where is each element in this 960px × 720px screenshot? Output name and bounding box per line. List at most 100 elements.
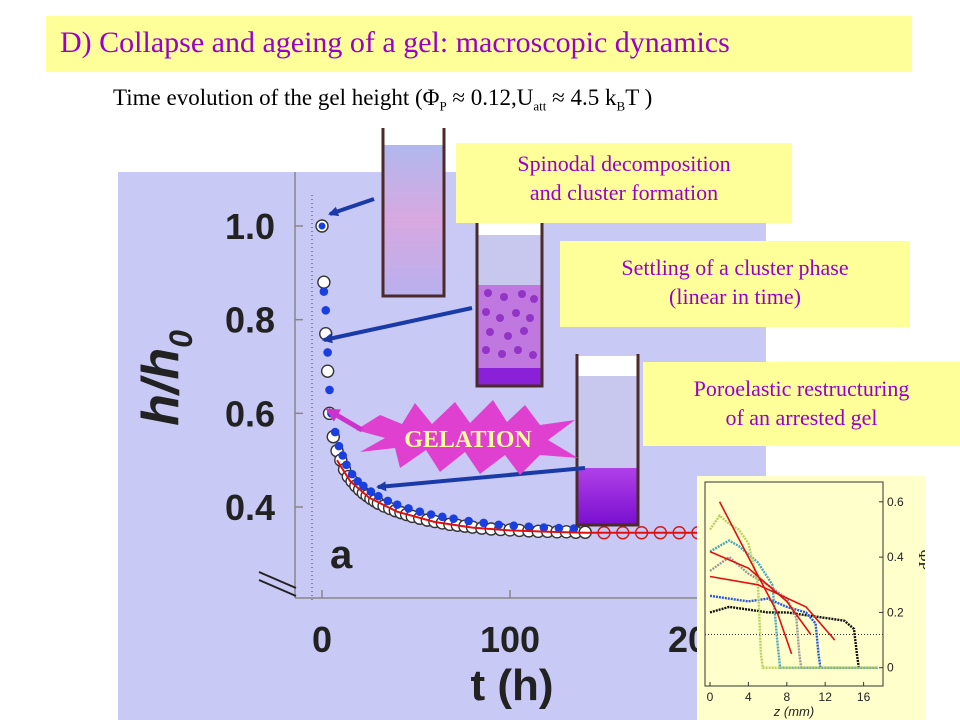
data-point-filled [359, 481, 368, 491]
inset-fits [709, 501, 836, 655]
inset-x-tick-label: 4 [745, 690, 752, 704]
inset-x-tick-label: 0 [707, 690, 714, 704]
cluster-speck [498, 350, 506, 358]
callout-settling: Settling of a cluster phase (linear in t… [560, 241, 910, 327]
inset-y-label: ΦP [915, 550, 925, 571]
data-point-filled [374, 491, 383, 501]
cluster-speck [500, 293, 508, 301]
inset-profiles [709, 513, 878, 669]
panel-label: a [330, 533, 353, 577]
data-point-filled [392, 500, 402, 509]
data-point-filled [325, 385, 334, 395]
inset-x-label: z (mm) [773, 704, 814, 719]
x-tick-label: 100 [480, 619, 540, 660]
data-point-filled [323, 348, 332, 357]
cluster-speck [526, 314, 534, 322]
inset-x-tick-label: 8 [783, 690, 790, 704]
cluster-speck [482, 346, 490, 354]
data-point-filled [347, 469, 357, 479]
cuvette-spinodal [381, 128, 446, 298]
cluster-speck [482, 308, 490, 316]
cuvette-poroelastic [575, 354, 640, 527]
data-point-filled [449, 514, 458, 524]
inset-profile-line [709, 605, 878, 669]
inset-y-tick-label: 0 [887, 661, 894, 675]
inset-chart-svg: 0.6 0.4 0.2 0 0 4 8 12 16 z (mm) ΦP [704, 481, 925, 719]
data-point-filled [426, 510, 436, 519]
callout-poroelastic-line1: Poroelastic restructuring [693, 376, 910, 401]
data-point-filled [319, 287, 329, 296]
y-tick-label: 0.8 [225, 300, 275, 341]
data-point-filled [321, 306, 331, 315]
y-axis-label: h/h0 [132, 330, 199, 426]
cluster-speck [529, 351, 537, 359]
cluster-speck [518, 290, 526, 298]
arrow-poroelastic [376, 466, 586, 492]
cluster-speck [520, 327, 528, 335]
callout-poroelastic-line2: of an arrested gel [725, 405, 878, 430]
callout-spinodal: Spinodal decomposition and cluster forma… [456, 143, 792, 223]
cluster-speck [504, 332, 512, 340]
y-axis [258, 172, 297, 598]
inset-profile-line [709, 513, 878, 669]
data-point-filled [539, 523, 549, 532]
data-point-filled [338, 451, 347, 460]
data-point-filled [318, 222, 326, 230]
gelation-burst: GELATION [325, 400, 578, 475]
data-point-filled [334, 441, 344, 451]
subtitle-mid2: ≈ 4.5 k [546, 85, 617, 110]
data-point-filled [464, 516, 473, 526]
cluster-speck [514, 346, 522, 354]
y-tick-label: 0.4 [225, 487, 275, 528]
inset-y-tick-label: 0.6 [887, 495, 904, 509]
data-point-filled [524, 522, 534, 531]
data-point-filled [366, 487, 376, 496]
fit-curve [336, 459, 717, 534]
subtitle-phi-sub: P [439, 98, 447, 114]
arrow-settling [322, 306, 473, 344]
data-point-filled [330, 427, 340, 437]
subtitle-end: T ) [625, 85, 653, 110]
cluster-specks [482, 289, 538, 359]
cluster-speck [496, 314, 504, 322]
inset-fit-line [709, 550, 812, 635]
cluster-speck [484, 289, 492, 297]
data-point-filled [415, 507, 425, 516]
inset-chart: 0.6 0.4 0.2 0 0 4 8 12 16 z (mm) ΦP [697, 476, 925, 720]
subtitle-mid: ≈ 0.12,U [446, 85, 534, 110]
subtitle: Time evolution of the gel height (ΦP ≈ 0… [113, 85, 652, 115]
data-point-filled [342, 460, 351, 470]
cluster-speck [512, 309, 520, 317]
inset-y-tick-label: 0.2 [887, 605, 904, 619]
y-axis-label-sub: 0 [163, 330, 199, 348]
data-point-filled [509, 521, 519, 531]
data-point-filled [494, 520, 504, 530]
x-tick-label: 0 [312, 619, 332, 660]
cluster-speck [530, 295, 538, 303]
data-point-open [317, 275, 331, 289]
data-point-open [320, 364, 335, 378]
title-bar: D) Collapse and ageing of a gel: macrosc… [46, 16, 912, 72]
page-title: D) Collapse and ageing of a gel: macrosc… [60, 26, 730, 59]
data-point-filled [383, 496, 393, 506]
y-axis-label-text: h/h0 [132, 330, 199, 426]
cluster-speck [486, 328, 494, 336]
inset-fit-line [709, 575, 836, 641]
inset-y-tick-label: 0.4 [887, 550, 904, 564]
subtitle-u-sub: att [533, 98, 547, 114]
data-point-filled [353, 476, 363, 486]
y-axis-label-main: h/h [132, 348, 190, 426]
data-point-filled [404, 504, 413, 513]
gelation-label: GELATION [404, 427, 532, 453]
data-point-filled [479, 518, 488, 528]
inset-x-tick-label: 16 [857, 690, 871, 704]
callout-poroelastic: Poroelastic restructuring of an arrested… [643, 362, 960, 446]
inset-x-ticks: 0 4 8 12 16 [707, 682, 871, 704]
callout-settling-line1: Settling of a cluster phase [621, 255, 849, 280]
subtitle-k-sub: B [616, 98, 626, 114]
subtitle-phi: Φ [422, 85, 440, 110]
inset-fit-line [718, 501, 793, 655]
data-point-filled [554, 523, 564, 533]
arrow-spinodal [328, 197, 375, 217]
